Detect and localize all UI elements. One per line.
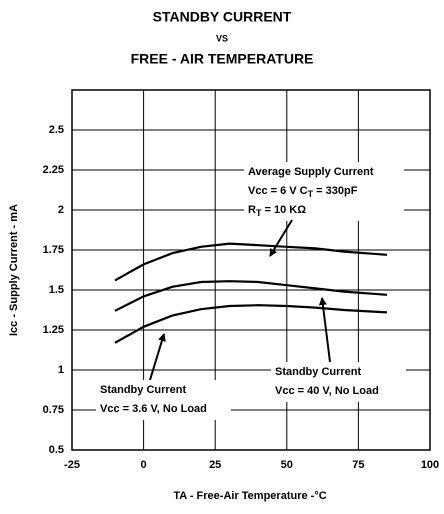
x-tick-label: 0 (141, 459, 147, 471)
y-tick-label: 1.75 (43, 244, 64, 256)
annotation-part: Vcc = 6 V C (248, 185, 308, 197)
y-tick-label: 0.75 (43, 404, 64, 416)
y-tick-label: 1.25 (43, 324, 64, 336)
annotation-arrow (269, 219, 293, 257)
annotation-text: Vcc = 6 V CT = 330pF (248, 185, 358, 199)
y-axis-label: Icc - Supply Current - mA (8, 204, 20, 336)
series-line (114, 280, 388, 312)
chart-title: VS (216, 33, 228, 43)
annotation-bg (96, 380, 231, 420)
plot-frame (71, 89, 431, 451)
annotation-text: RT = 10 KΩ (248, 204, 306, 218)
chart-title: STANDBY CURRENT (153, 9, 292, 25)
annotation-bg (244, 162, 404, 221)
annotation-part: Vcc = 40 V, No Load (275, 385, 379, 397)
x-tick-label: 50 (281, 459, 293, 471)
series-line (114, 304, 388, 344)
annotation-part: Vcc = 3.6 V, No Load (100, 403, 207, 415)
annotation-text: Standby Current (100, 384, 187, 396)
annotation-part: Average Supply Current (248, 166, 374, 178)
y-tick-label: 1.5 (49, 284, 64, 296)
y-tick-label: 1 (58, 364, 64, 376)
x-tick-label: -25 (64, 459, 80, 471)
annotation-arrow (149, 333, 166, 381)
x-tick-label: 25 (209, 459, 221, 471)
annotation-part: R (248, 204, 256, 216)
annotation-part: = 10 KΩ (261, 204, 306, 216)
x-tick-label: 100 (421, 459, 439, 471)
annotation-text: Vcc = 40 V, No Load (275, 385, 379, 397)
x-axis-label: TA - Free-Air Temperature -°C (173, 490, 326, 502)
annotation-part: T (256, 208, 262, 218)
annotation-text: Vcc = 3.6 V, No Load (100, 403, 207, 415)
annotation-text: Standby Current (275, 366, 362, 378)
chart-title: FREE - AIR TEMPERATURE (131, 51, 314, 67)
y-tick-label: 2.25 (43, 164, 64, 176)
annotation-arrow (318, 297, 331, 363)
annotation-text: Average Supply Current (248, 166, 374, 178)
series-line (114, 242, 388, 282)
y-tick-label: 0.5 (49, 444, 64, 456)
annotation-part: = 330pF (313, 185, 358, 197)
y-tick-label: 2 (58, 204, 64, 216)
y-tick-label: 2.5 (49, 124, 64, 136)
x-tick-label: 75 (352, 459, 364, 471)
annotation-bg (271, 362, 406, 402)
annotation-part: T (308, 189, 314, 199)
annotation-part: Standby Current (275, 366, 362, 378)
annotation-part: Standby Current (100, 384, 187, 396)
